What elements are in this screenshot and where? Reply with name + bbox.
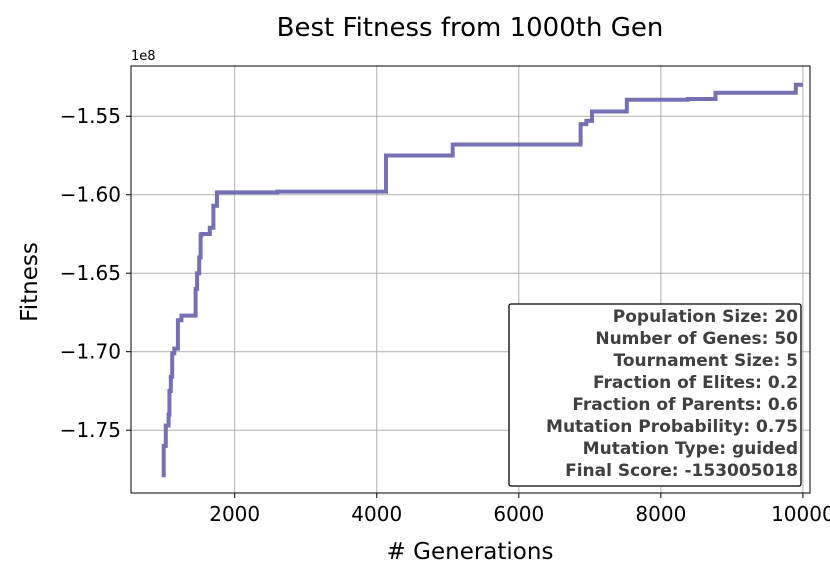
annotation-line: Fraction of Parents: 0.6 <box>572 395 798 415</box>
annotation-line: Tournament Size: 5 <box>613 351 798 371</box>
annotation-line: Fraction of Elites: 0.2 <box>593 373 798 393</box>
annotation-line: Final Score: -153005018 <box>565 461 798 481</box>
x-axis: 2000 4000 6000 8000 10000 <box>209 493 830 526</box>
y-offset-label: 1e8 <box>131 49 156 64</box>
chart-title: Best Fitness from 1000th Gen <box>277 13 664 43</box>
x-tick-label: 4000 <box>351 502 402 526</box>
y-tick-label: −1.70 <box>60 340 121 364</box>
x-tick-label: 6000 <box>493 502 544 526</box>
y-axis: −1.75 −1.70 −1.65 −1.60 −1.55 <box>60 104 131 442</box>
fitness-series-line <box>161 82 803 478</box>
x-tick-label: 10000 <box>771 502 830 526</box>
x-tick-label: 2000 <box>209 502 260 526</box>
annotation-line: Mutation Type: guided <box>583 439 798 459</box>
annotation-box <box>508 303 802 487</box>
grid <box>131 66 810 493</box>
annotation-line: Mutation Probability: 0.75 <box>546 417 798 437</box>
axes-frame <box>130 65 811 494</box>
series-layer <box>161 82 803 478</box>
annotation-line: Number of Genes: 50 <box>595 329 798 349</box>
y-tick-label: −1.75 <box>60 418 121 442</box>
y-tick-label: −1.65 <box>60 261 121 285</box>
y-axis-label: Fitness <box>17 242 43 322</box>
x-tick-label: 8000 <box>635 502 686 526</box>
y-tick-label: −1.60 <box>60 183 121 207</box>
x-axis-label: # Generations <box>387 539 554 565</box>
annotation-line: Population Size: 20 <box>613 307 798 327</box>
y-tick-label: −1.55 <box>60 104 121 128</box>
